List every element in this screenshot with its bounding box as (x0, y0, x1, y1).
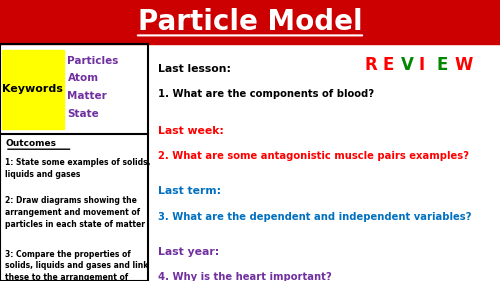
Text: V: V (401, 56, 414, 74)
Text: 3. What are the dependent and independent variables?: 3. What are the dependent and independen… (158, 212, 472, 222)
Text: Matter: Matter (68, 91, 107, 101)
Text: Atom: Atom (68, 73, 98, 83)
Text: 2. What are some antagonistic muscle pairs examples?: 2. What are some antagonistic muscle pai… (158, 151, 469, 161)
Text: W: W (455, 56, 473, 74)
Text: Outcomes: Outcomes (5, 139, 56, 148)
Text: State: State (68, 109, 99, 119)
Text: 1: State some examples of solids,
liquids and gases: 1: State some examples of solids, liquid… (5, 158, 150, 179)
FancyBboxPatch shape (2, 50, 64, 129)
Text: Last week:: Last week: (158, 126, 224, 136)
Text: R: R (365, 56, 378, 74)
Text: E: E (383, 56, 394, 74)
Text: Last term:: Last term: (158, 186, 222, 196)
Text: 4. Why is the heart important?: 4. Why is the heart important? (158, 272, 332, 281)
Text: E: E (437, 56, 448, 74)
Text: Keywords: Keywords (2, 84, 63, 94)
Bar (0, 44, 500, 281)
Text: Last year:: Last year: (158, 247, 220, 257)
Text: I: I (419, 56, 425, 74)
Text: 2: Draw diagrams showing the
arrangement and movement of
particles in each state: 2: Draw diagrams showing the arrangement… (5, 196, 145, 229)
Text: 3: Compare the properties of
solids, liquids and gases and link
these to the arr: 3: Compare the properties of solids, liq… (5, 250, 148, 281)
Text: 1. What are the components of blood?: 1. What are the components of blood? (158, 89, 374, 99)
Text: Particles: Particles (68, 56, 119, 66)
Bar (0, 0, 500, 44)
Text: Last lesson:: Last lesson: (158, 64, 232, 74)
Bar (0, 44, 148, 281)
Text: Particle Model: Particle Model (138, 8, 362, 36)
Bar (0, 44, 148, 281)
